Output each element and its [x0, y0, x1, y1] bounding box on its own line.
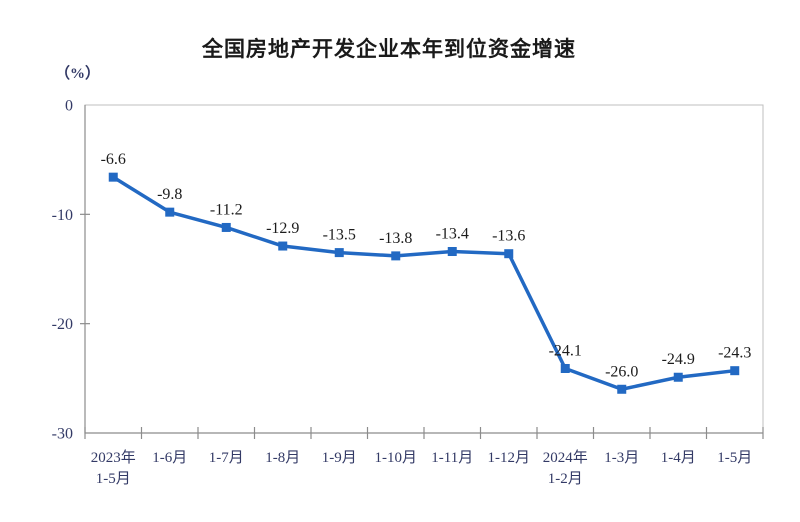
y-axis-tick-label: -30 — [52, 426, 73, 443]
data-point-label: -6.6 — [101, 151, 126, 168]
y-axis-tick-label: -10 — [52, 207, 73, 224]
data-point-label: -24.9 — [662, 351, 695, 368]
data-point-marker — [447, 247, 457, 257]
x-axis-tick-label: 1-10月 — [375, 450, 418, 466]
data-point-marker — [673, 372, 683, 382]
data-point-label: -13.5 — [323, 227, 356, 244]
data-point-label: -11.2 — [210, 201, 243, 218]
data-point-label: -13.4 — [436, 226, 469, 243]
x-axis-tick-label: 1-4月 — [661, 450, 696, 466]
data-point-marker — [165, 207, 175, 217]
x-axis-tick-label: 2023年 — [91, 449, 136, 466]
x-axis-tick-label: 1-3月 — [604, 450, 639, 466]
data-point-label: -24.3 — [718, 345, 751, 362]
data-point-label: -26.0 — [605, 363, 638, 380]
axis-lines — [84, 105, 763, 434]
data-point-label: -13.6 — [492, 228, 525, 245]
x-axis-tick-label: 1-7月 — [209, 450, 244, 466]
data-point-marker — [334, 248, 344, 258]
x-axis-tick-label: 1-5月 — [96, 471, 131, 487]
y-axis-tick-label: 0 — [65, 98, 73, 115]
data-point-marker — [221, 222, 231, 232]
chart-title: 全国房地产开发企业本年到位资金增速 — [202, 38, 576, 61]
x-axis-tick-label: 1-5月 — [717, 450, 752, 466]
x-axis-tick-label: 1-12月 — [488, 450, 531, 466]
data-point-marker — [391, 251, 401, 261]
data-point-label: -12.9 — [266, 220, 299, 237]
data-point-marker — [278, 241, 288, 251]
x-axis-tick-label: 1-9月 — [322, 450, 357, 466]
x-axis-tick-label: 1-2月 — [548, 471, 583, 487]
y-axis-unit-label: （%） — [55, 66, 101, 82]
data-point-marker — [617, 384, 627, 394]
data-point-label: -24.1 — [549, 342, 582, 359]
y-axis-tick-label: -20 — [52, 316, 73, 333]
x-axis-tick-label: 1-6月 — [152, 450, 187, 466]
x-axis-tick-label: 1-11月 — [431, 450, 473, 466]
plot-border — [84, 104, 764, 434]
data-point-marker — [504, 249, 514, 259]
data-point-marker — [730, 366, 740, 376]
data-point-marker — [560, 363, 570, 373]
data-point-marker — [108, 172, 118, 182]
data-point-label: -9.8 — [157, 186, 182, 203]
x-axis-tick-label: 2024年 — [543, 449, 588, 466]
trend-line — [111, 175, 737, 392]
data-point-label: -13.8 — [379, 230, 412, 247]
x-axis-tick-label: 1-8月 — [265, 450, 300, 466]
